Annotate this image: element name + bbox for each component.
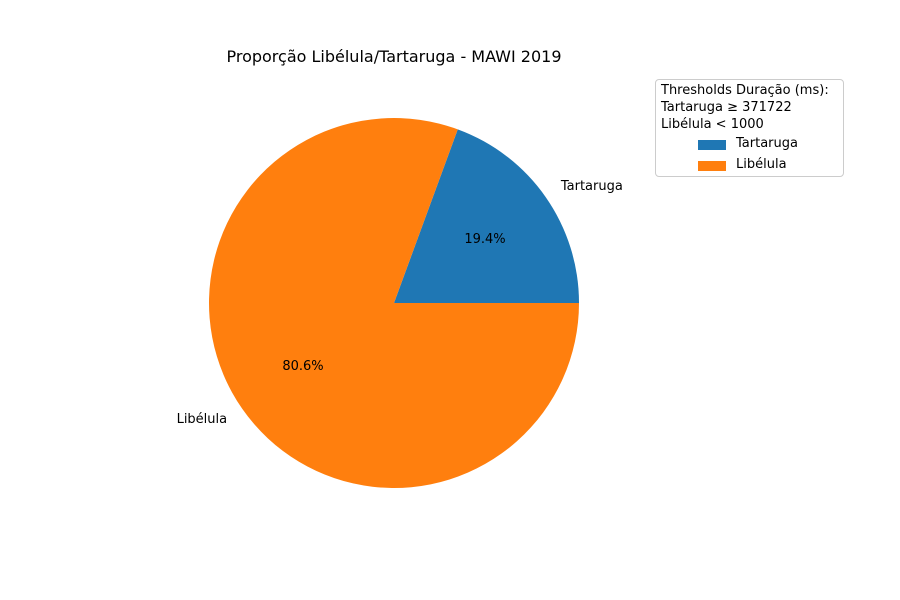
legend-label-libelula: Libélula [736,157,787,172]
category-label-libelula: Libélula [177,412,228,427]
legend-title-line: Libélula < 1000 [661,117,764,132]
legend-title-line: Thresholds Duração (ms): [661,83,829,98]
pie-slice-tartaruga [394,129,579,303]
percent-label-tartaruga: 19.4% [464,232,505,247]
legend: Thresholds Duração (ms): Tartaruga ≥ 371… [655,79,844,177]
legend-swatch-tartaruga [698,140,726,150]
legend-label-tartaruga: Tartaruga [736,136,798,151]
legend-swatch-libelula [698,161,726,171]
legend-title-line: Tartaruga ≥ 371722 [661,100,792,115]
chart-title: Proporção Libélula/Tartaruga - MAWI 2019 [226,47,562,66]
pie-slice-libelula [209,118,579,489]
percent-label-libelula: 80.6% [282,359,323,374]
legend-title: Thresholds Duração (ms): Tartaruga ≥ 371… [661,82,829,133]
category-label-tartaruga: Tartaruga [560,179,623,194]
